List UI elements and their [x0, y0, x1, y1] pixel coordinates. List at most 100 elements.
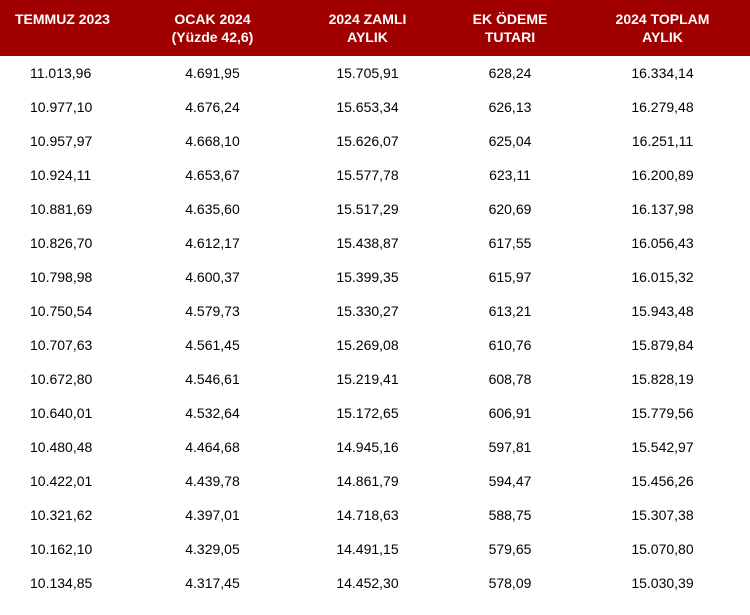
table-cell: 10.750,54	[0, 303, 135, 319]
table-cell: 608,78	[445, 371, 575, 387]
table-row: 10.422,014.439,7814.861,79594,4715.456,2…	[0, 464, 750, 498]
table-cell: 4.439,78	[135, 473, 290, 489]
table-cell: 4.612,17	[135, 235, 290, 251]
header-label: 2024 ZAMLI	[290, 10, 445, 28]
table-cell: 15.307,38	[575, 507, 750, 523]
table-row: 10.640,014.532,6415.172,65606,9115.779,5…	[0, 396, 750, 430]
table-row: 10.672,804.546,6115.219,41608,7815.828,1…	[0, 362, 750, 396]
header-label: 2024 TOPLAM	[575, 10, 750, 28]
header-sublabel: AYLIK	[290, 28, 445, 46]
table-row: 10.750,544.579,7315.330,27613,2115.943,4…	[0, 294, 750, 328]
table-cell: 10.924,11	[0, 167, 135, 183]
table-row: 10.162,104.329,0514.491,15579,6515.070,8…	[0, 532, 750, 566]
table-cell: 10.422,01	[0, 473, 135, 489]
table-cell: 10.881,69	[0, 201, 135, 217]
table-cell: 10.480,48	[0, 439, 135, 455]
table-cell: 16.251,11	[575, 133, 750, 149]
table-cell: 15.577,78	[290, 167, 445, 183]
table-header-row: TEMMUZ 2023 OCAK 2024 (Yüzde 42,6) 2024 …	[0, 0, 750, 56]
table-cell: 11.013,96	[0, 65, 135, 81]
table-cell: 4.691,95	[135, 65, 290, 81]
table-cell: 579,65	[445, 541, 575, 557]
table-row: 10.957,974.668,1015.626,07625,0416.251,1…	[0, 124, 750, 158]
table-row: 10.977,104.676,2415.653,34626,1316.279,4…	[0, 90, 750, 124]
table-cell: 4.546,61	[135, 371, 290, 387]
table-cell: 623,11	[445, 167, 575, 183]
table-row: 10.924,114.653,6715.577,78623,1116.200,8…	[0, 158, 750, 192]
table-cell: 4.329,05	[135, 541, 290, 557]
table-cell: 15.330,27	[290, 303, 445, 319]
table-row: 10.881,694.635,6015.517,29620,6916.137,9…	[0, 192, 750, 226]
table-cell: 10.134,85	[0, 575, 135, 591]
header-col-ocak: OCAK 2024 (Yüzde 42,6)	[135, 10, 290, 46]
table-cell: 4.397,01	[135, 507, 290, 523]
table-cell: 625,04	[445, 133, 575, 149]
table-cell: 15.943,48	[575, 303, 750, 319]
table-cell: 15.172,65	[290, 405, 445, 421]
table-cell: 4.317,45	[135, 575, 290, 591]
table-row: 10.321,624.397,0114.718,63588,7515.307,3…	[0, 498, 750, 532]
table-cell: 16.279,48	[575, 99, 750, 115]
table-row: 10.826,704.612,1715.438,87617,5516.056,4…	[0, 226, 750, 260]
table-cell: 15.070,80	[575, 541, 750, 557]
header-sublabel: AYLIK	[575, 28, 750, 46]
table-cell: 10.640,01	[0, 405, 135, 421]
table-cell: 16.334,14	[575, 65, 750, 81]
table-cell: 4.561,45	[135, 337, 290, 353]
table-cell: 16.200,89	[575, 167, 750, 183]
table-cell: 578,09	[445, 575, 575, 591]
table-cell: 4.532,64	[135, 405, 290, 421]
table-cell: 4.635,60	[135, 201, 290, 217]
table-body: 11.013,964.691,9515.705,91628,2416.334,1…	[0, 56, 750, 600]
table-cell: 15.456,26	[575, 473, 750, 489]
table-cell: 4.668,10	[135, 133, 290, 149]
table-cell: 613,21	[445, 303, 575, 319]
table-row: 10.134,854.317,4514.452,30578,0915.030,3…	[0, 566, 750, 600]
table-cell: 16.137,98	[575, 201, 750, 217]
table-cell: 628,24	[445, 65, 575, 81]
table-cell: 4.464,68	[135, 439, 290, 455]
table-cell: 15.705,91	[290, 65, 445, 81]
header-sublabel: (Yüzde 42,6)	[135, 28, 290, 46]
table-cell: 606,91	[445, 405, 575, 421]
table-cell: 16.056,43	[575, 235, 750, 251]
table-cell: 15.626,07	[290, 133, 445, 149]
header-label: TEMMUZ 2023	[15, 10, 135, 28]
table-cell: 10.672,80	[0, 371, 135, 387]
table-cell: 615,97	[445, 269, 575, 285]
table-cell: 597,81	[445, 439, 575, 455]
table-cell: 15.653,34	[290, 99, 445, 115]
table-cell: 4.653,67	[135, 167, 290, 183]
table-row: 10.798,984.600,3715.399,35615,9716.015,3…	[0, 260, 750, 294]
table-cell: 16.015,32	[575, 269, 750, 285]
table-cell: 594,47	[445, 473, 575, 489]
table-cell: 14.491,15	[290, 541, 445, 557]
table-cell: 626,13	[445, 99, 575, 115]
table-cell: 10.957,97	[0, 133, 135, 149]
table-row: 10.707,634.561,4515.269,08610,7615.879,8…	[0, 328, 750, 362]
table-cell: 617,55	[445, 235, 575, 251]
table-cell: 15.517,29	[290, 201, 445, 217]
header-sublabel: TUTARI	[445, 28, 575, 46]
table-cell: 620,69	[445, 201, 575, 217]
table-cell: 10.162,10	[0, 541, 135, 557]
table-cell: 14.718,63	[290, 507, 445, 523]
table-cell: 15.438,87	[290, 235, 445, 251]
table-cell: 14.452,30	[290, 575, 445, 591]
salary-table: TEMMUZ 2023 OCAK 2024 (Yüzde 42,6) 2024 …	[0, 0, 750, 600]
table-cell: 15.030,39	[575, 575, 750, 591]
table-cell: 15.828,19	[575, 371, 750, 387]
table-cell: 15.879,84	[575, 337, 750, 353]
table-cell: 15.219,41	[290, 371, 445, 387]
table-cell: 15.779,56	[575, 405, 750, 421]
table-cell: 10.977,10	[0, 99, 135, 115]
table-cell: 10.798,98	[0, 269, 135, 285]
header-col-temmuz: TEMMUZ 2023	[0, 10, 135, 46]
table-cell: 10.321,62	[0, 507, 135, 523]
header-label: OCAK 2024	[135, 10, 290, 28]
header-col-zamli: 2024 ZAMLI AYLIK	[290, 10, 445, 46]
table-cell: 14.861,79	[290, 473, 445, 489]
table-cell: 4.600,37	[135, 269, 290, 285]
table-cell: 10.826,70	[0, 235, 135, 251]
table-cell: 15.542,97	[575, 439, 750, 455]
